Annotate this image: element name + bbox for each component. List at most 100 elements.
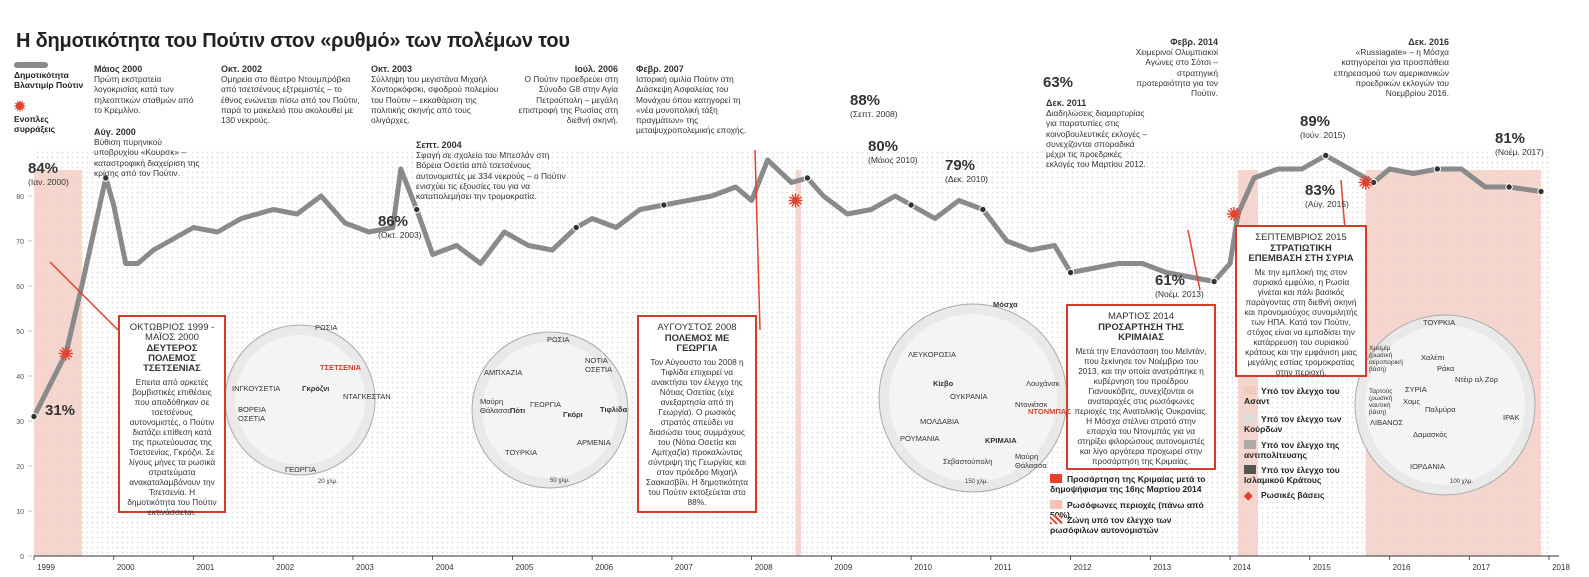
inset-map-0 — [224, 324, 376, 476]
inset-map-2 — [878, 303, 1068, 493]
map-label: Κίεβο — [933, 379, 954, 388]
data-point — [1505, 183, 1513, 191]
map-label: Χαλέπι — [1421, 353, 1445, 362]
annotation-feb-2007: Φεβρ. 2007 Ιστορική ομιλία Πούτιν στη Διά… — [636, 64, 747, 136]
map-label: ΝΤΑΓΚΕΣΤΑΝ — [343, 392, 391, 401]
y-tick-label: 40 — [16, 374, 24, 381]
data-point — [102, 174, 110, 182]
map-label: ΙΡΑΚ — [1503, 413, 1520, 422]
map-label: ΛΕΥΚΟΡΩΣΙΑ — [908, 350, 956, 359]
data-point — [30, 412, 38, 421]
popularity-line — [30, 151, 1545, 421]
legend-russian-bases: ◆ Ρωσικές βάσεις — [1244, 490, 1325, 502]
data-point — [660, 201, 668, 209]
peak-61: 61% (Νοέμ. 2013) — [1155, 272, 1204, 299]
map-label: ΡΟΥΜΑΝΙΑ — [900, 434, 940, 443]
inset-map-1 — [471, 331, 629, 489]
data-point — [1066, 268, 1075, 277]
map-label: Δαμασκός — [1413, 430, 1448, 439]
map-label: Λουχάνσκ — [1026, 379, 1060, 388]
map-label: Μαύρη Θάλασσα — [480, 397, 512, 415]
map-label: ΓΕΩΡΓΙΑ — [530, 400, 561, 409]
x-tick-label: 2002 — [276, 563, 294, 572]
data-point — [1322, 151, 1330, 160]
map-label: 20 χλμ. — [318, 479, 338, 485]
legend: Δημοτικότητα Βλαντιμίρ Πούτιν ✹ Ενοπλες … — [14, 62, 84, 134]
data-point — [979, 205, 987, 214]
x-tick-label: 2008 — [755, 563, 773, 572]
map-label: 50 χλμ. — [550, 478, 570, 484]
map-label: Ντονιέτσκ — [1015, 400, 1048, 409]
y-tick-label: 60 — [16, 284, 24, 291]
peak-89: 89% (Ιούν. 2015) — [1300, 113, 1346, 140]
peak-80: 80% (Μάιος 2010) — [868, 138, 918, 165]
conflict-star — [58, 346, 73, 361]
x-tick-label: 2012 — [1074, 563, 1092, 572]
legend-isis: Υπό τον έλεγχο του Ισλαμικού Κράτους — [1244, 465, 1340, 485]
map-label: Γκόρι — [563, 410, 583, 419]
annotation-jul-2006: Ιούλ. 2006 Ο Πούτιν προεδρεύει στη Σύνοδο… — [518, 64, 618, 126]
map-label: Ντέιρ αλ Ζορ — [1455, 375, 1498, 384]
x-tick-label: 1999 — [37, 563, 55, 572]
data-point — [572, 223, 580, 232]
map-label: ΡΩΣΙΑ — [315, 323, 338, 332]
map-label: Παλμύρα — [1425, 405, 1456, 414]
map-label: Τιφλίδα — [600, 405, 628, 414]
data-point — [413, 205, 421, 214]
map-label: 100 χλμ. — [1450, 479, 1473, 485]
map-label: Χμεϊμίμ (ρωσική αεροπορική βάση) — [1369, 345, 1403, 373]
conflict-star — [788, 193, 803, 208]
x-tick-label: 2001 — [197, 563, 215, 572]
legend-line-swatch — [14, 62, 48, 68]
connector-line — [754, 149, 761, 331]
x-tick-label: 2000 — [117, 563, 135, 572]
map-label: Πότι — [510, 406, 526, 415]
map-label: ΡΩΣΙΑ — [547, 335, 570, 344]
box-syria-intervention: ΣΕΠΤΕΜΒΡΙΟΣ 2015 ΣΤΡΑΤΙΩΤΙΚΗ ΕΠΕΜΒΑΣΗ ΣΤΗ… — [1235, 225, 1367, 377]
peak-86: 86% (Οκτ. 2003) — [378, 213, 422, 240]
x-tick-label: 2011 — [994, 563, 1012, 572]
map-label: Ταρτούς (ρωσική ναυτική βάση) — [1369, 388, 1393, 416]
peak-79: 79% (Δεκ. 2010) — [945, 157, 989, 184]
x-tick-label: 2007 — [675, 563, 693, 572]
y-tick-label: 70 — [16, 239, 24, 246]
box-crimea-annexation: ΜΑΡΤΙΟΣ 2014 ΠΡΟΣΑΡΤΗΣΗ ΤΗΣ ΚΡΙΜΑΙΑΣ Μετά … — [1066, 304, 1216, 470]
x-tick-label: 2009 — [834, 563, 852, 572]
x-tick-label: 2010 — [914, 563, 932, 572]
annotation-oct-2003: Οκτ. 2003 Σύλληψη του μεγιστάνα Μιχαήλ Χο… — [371, 64, 499, 126]
peak-88: 88% (Σεπτ. 2008) — [850, 92, 898, 119]
y-tick-label: 30 — [16, 419, 24, 426]
conflict-star — [1227, 207, 1242, 221]
map-label: ΑΡΜΕΝΙΑ — [577, 438, 611, 447]
annotation-sep-2004: Σεπτ. 2004 Σφαγή σε σχολείο του Μπεσλάν σ… — [416, 140, 566, 202]
legend-crimea: Προσάρτηση της Κριμαίας μετά το δημοψήφι… — [1050, 474, 1206, 494]
connector-line — [1340, 179, 1346, 231]
legend-opposition: Υπό τον έλεγχο της αντιπολίτευσης — [1244, 440, 1340, 460]
axes: 0 10 20 30 40 50 60 70 80 1999 2000 2001 2002 2003 200… — [16, 194, 1570, 572]
data-point — [1433, 165, 1442, 173]
map-label: ΟΥΚΡΑΝΙΑ — [950, 392, 988, 401]
annotation-feb-2014: Φεβρ. 2014 Χειμερινοί Ολυμπιακοί Αγώνες σ… — [1135, 37, 1218, 99]
map-label: 150 χλμ. — [965, 479, 988, 485]
peak-84: 84% (Ιαν. 2000) — [28, 160, 69, 187]
y-tick-label: 0 — [20, 554, 24, 561]
map-label: Μαύρη Θάλασσα — [1015, 452, 1047, 470]
annotation-oct-2002: Οκτ. 2002 Ομηρεία στο θέατρο Ντουμπρόβκα … — [221, 64, 360, 126]
map-label: ΛΙΒΑΝΟΣ — [1370, 418, 1403, 427]
map-label: ΜΟΛΔΑΒΙΑ — [920, 417, 960, 426]
x-tick-label: 2003 — [356, 563, 374, 572]
x-tick-label: 2017 — [1472, 563, 1490, 572]
map-label: ΤΣΕΤΣΕΝΙΑ — [320, 363, 362, 372]
map-label: ΝΟΤΙΑ ΟΣΕΤΙΑ — [585, 356, 613, 374]
annotation-dec-2011: Δεκ. 2011 Διαδηλώσεις διαμαρτυρίας για πα… — [1046, 98, 1148, 170]
legend-separatist-zone: Ζώνη υπό τον έλεγχο των ρωσόφιλων αυτονο… — [1050, 515, 1172, 535]
series-line — [31, 153, 1544, 419]
legend-kurds: Υπό τον έλεγχο των Κούρδων — [1244, 414, 1342, 434]
legend-assad: Υπό τον έλεγχο του Ασαντ — [1244, 386, 1340, 406]
x-tick-label: 2006 — [595, 563, 613, 572]
map-label: ΤΟΥΡΚΙΑ — [1423, 318, 1456, 327]
map-label: ΓΕΩΡΓΙΑ — [285, 465, 316, 474]
peak-31: 31% — [45, 402, 76, 419]
data-point — [1537, 187, 1545, 196]
